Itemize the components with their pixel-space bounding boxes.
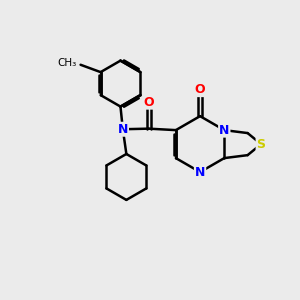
Text: S: S (256, 138, 266, 151)
Text: N: N (195, 166, 205, 178)
Text: CH₃: CH₃ (58, 58, 77, 68)
Text: O: O (143, 96, 154, 109)
Text: O: O (195, 83, 206, 96)
Text: N: N (118, 123, 128, 136)
Text: N: N (219, 124, 230, 136)
